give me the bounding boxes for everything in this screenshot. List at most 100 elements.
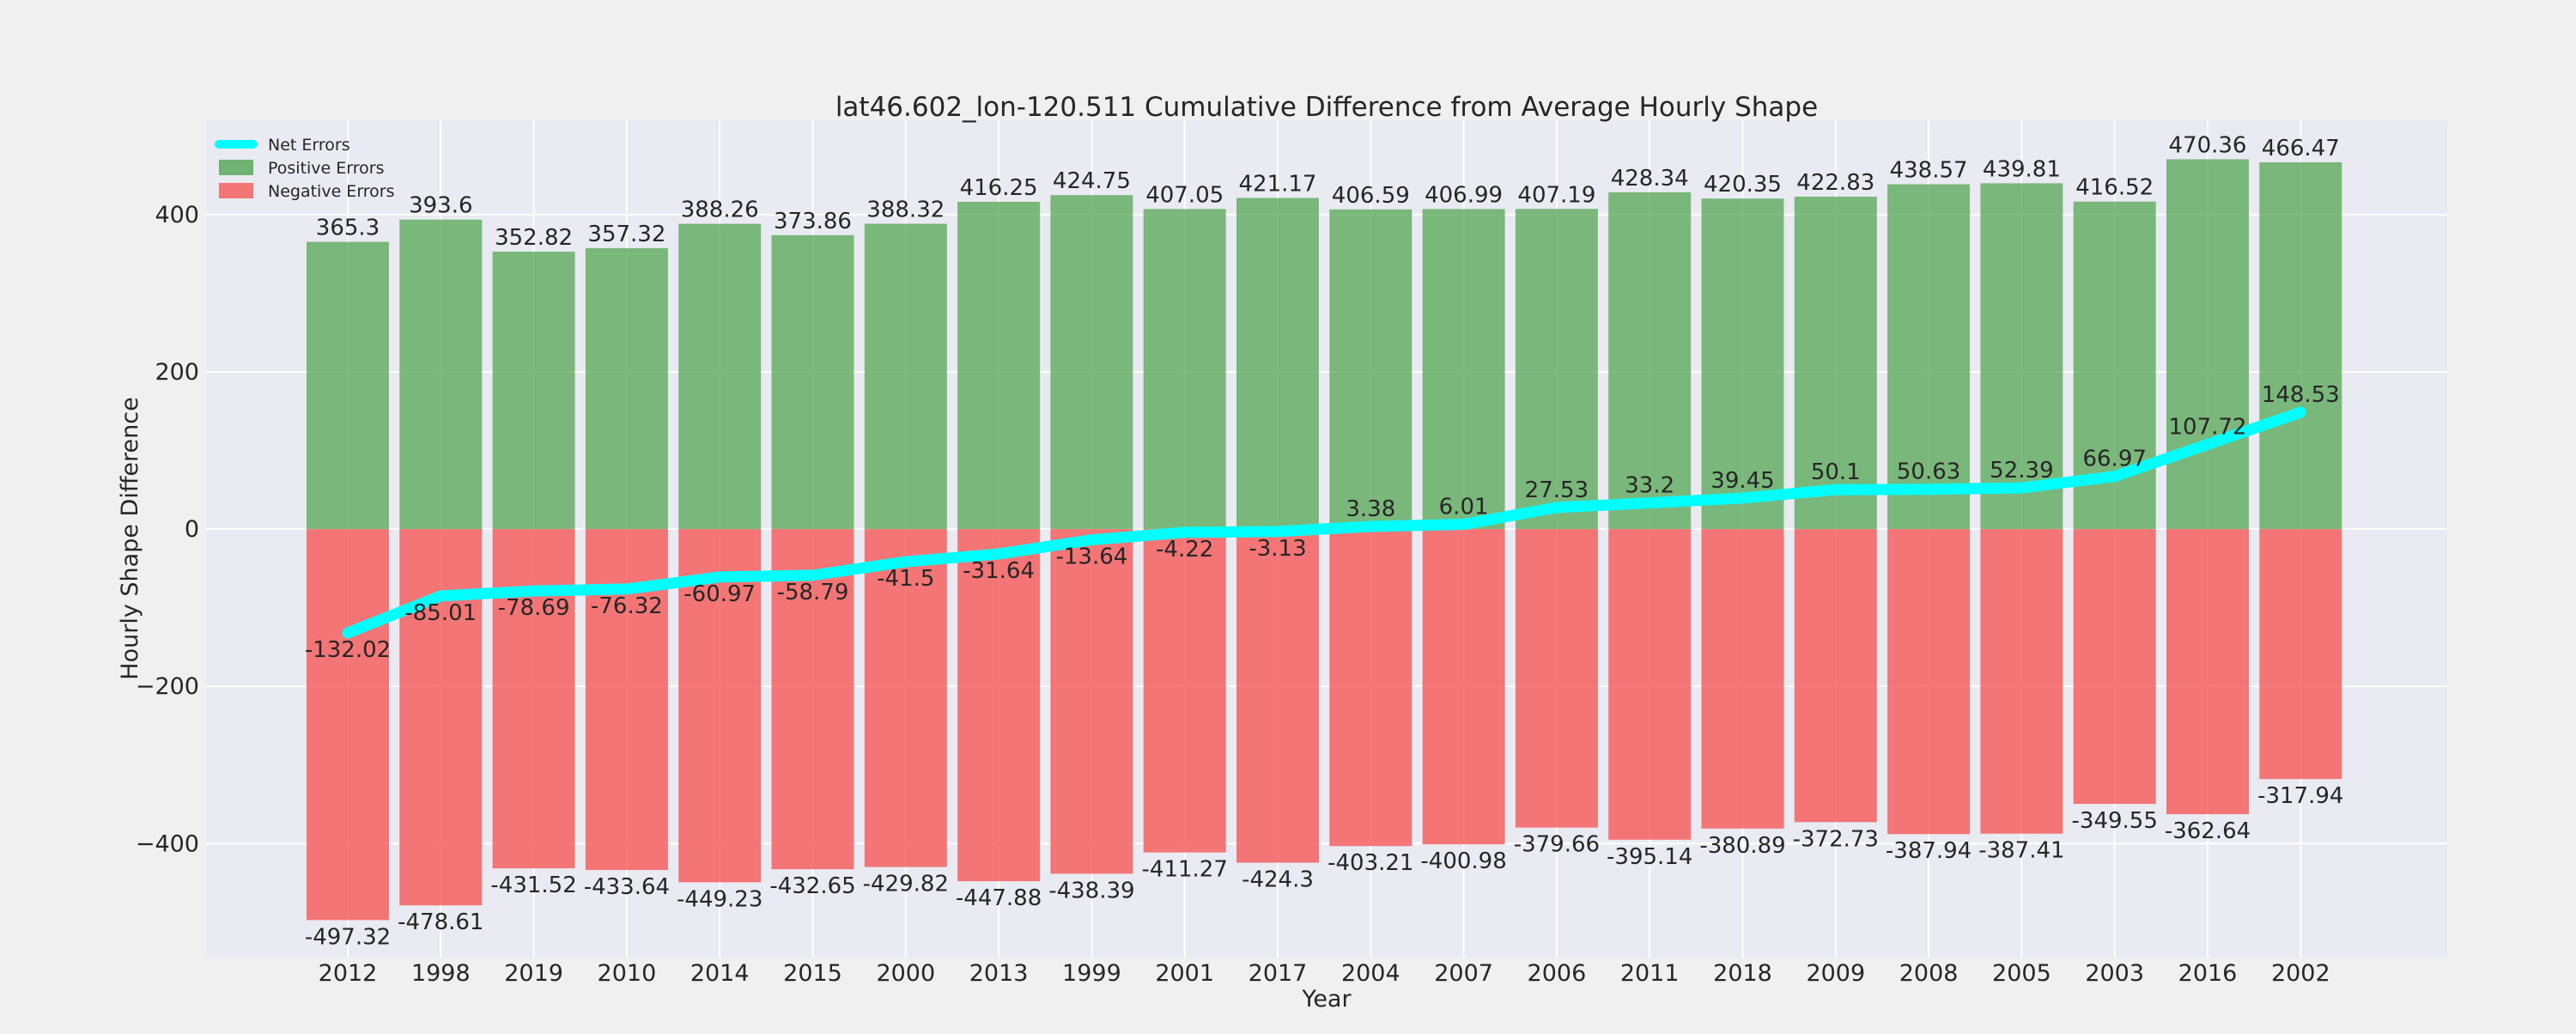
positive-value-label: 352.82: [495, 225, 573, 251]
positive-error-bar: [771, 234, 854, 530]
negative-value-label: -497.32: [305, 924, 391, 950]
positive-value-label: 393.6: [409, 193, 472, 219]
negative-value-label: -349.55: [2072, 808, 2158, 834]
x-tick-label: 1998: [411, 960, 471, 987]
positive-error-bar: [399, 219, 483, 530]
legend-label: Positive Errors: [268, 159, 385, 178]
data-labels-layer: 365.3 393.6 352.82 357.32 388.26 373.86 388.32…: [305, 132, 2344, 950]
y-axis-label: Hourly Shape Difference: [117, 397, 143, 679]
negative-error-bar: [2073, 529, 2156, 805]
negative-value-label: -438.39: [1048, 878, 1134, 903]
negative-error-bar: [1050, 529, 1133, 874]
negative-error-bar: [864, 529, 947, 867]
x-tick-label: 2012: [319, 960, 378, 987]
net-value-label: -31.64: [963, 558, 1035, 584]
negative-value-label: -429.82: [863, 872, 949, 897]
y-tick-label: 200: [155, 359, 199, 386]
net-value-label: 27.53: [1525, 477, 1589, 503]
axes-layer: −400 −200 0 200 400 2012 1998 2019 2010 2014 2015 2…: [136, 202, 2330, 987]
positive-error-bar: [2166, 159, 2249, 530]
negative-error-bar: [2166, 529, 2249, 815]
positive-value-label: 421.17: [1239, 171, 1317, 197]
legend: Net Errors Positive Errors Negative Errors: [215, 136, 395, 201]
chart-title: lat46.602_lon-120.511 Cumulative Differe…: [835, 92, 1818, 123]
positive-error-bar: [864, 223, 947, 530]
x-tick-label: 2010: [598, 960, 657, 987]
x-tick-label: 2003: [2085, 960, 2144, 987]
net-value-label: 39.45: [1710, 468, 1774, 494]
positive-error-bar: [1887, 184, 1971, 530]
net-value-label: -60.97: [683, 581, 756, 607]
positive-value-label: 407.19: [1517, 182, 1595, 208]
net-value-label: 148.53: [2262, 382, 2340, 408]
positive-value-label: 373.86: [774, 209, 852, 234]
positive-value-label: 388.32: [866, 198, 945, 223]
positive-error-bar: [1701, 198, 1784, 530]
negative-error-bar: [1794, 529, 1877, 823]
positive-error-bar: [678, 223, 762, 530]
x-tick-label: 2015: [783, 960, 842, 987]
x-tick-label: 2018: [1713, 960, 1772, 987]
positive-value-label: 406.59: [1332, 183, 1410, 209]
net-value-label: -76.32: [591, 593, 663, 619]
x-tick-label: 2004: [1341, 960, 1400, 987]
positive-value-label: 416.52: [2075, 175, 2154, 201]
negative-error-bar: [1701, 529, 1784, 829]
negative-error-bar: [1422, 529, 1505, 845]
positive-error-bar: [307, 241, 389, 530]
negative-error-bar: [1143, 529, 1226, 853]
negative-value-label: -424.3: [1242, 867, 1314, 893]
positive-value-label: 388.26: [681, 198, 759, 223]
x-tick-label: 2019: [504, 960, 563, 987]
net-value-label: -58.79: [777, 580, 849, 605]
net-value-label: 107.72: [2169, 414, 2247, 440]
x-tick-label: 2016: [2178, 960, 2238, 987]
positive-value-label: 424.75: [1053, 168, 1131, 194]
x-tick-label: 2006: [1528, 960, 1587, 987]
negative-error-bar: [1515, 529, 1598, 828]
y-tick-label: −200: [136, 673, 199, 700]
x-tick-label: 2007: [1434, 960, 1493, 987]
negative-value-label: -478.61: [398, 909, 483, 935]
negative-value-label: -411.27: [1142, 857, 1228, 883]
negative-value-label: -379.66: [1514, 832, 1600, 858]
positive-value-label: 365.3: [316, 216, 380, 241]
net-value-label: 33.2: [1625, 473, 1674, 499]
positive-error-bar: [585, 247, 668, 530]
net-value-label: -4.22: [1156, 537, 1213, 563]
negative-error-bar: [399, 529, 483, 906]
legend-swatch-positive-errors: [219, 160, 253, 175]
positive-value-label: 406.99: [1425, 182, 1503, 208]
negative-error-bar: [492, 529, 575, 869]
positive-error-bar: [2259, 162, 2342, 530]
negative-error-bar: [1236, 529, 1319, 863]
negative-value-label: -447.88: [956, 885, 1042, 911]
net-value-label: -85.01: [404, 600, 477, 626]
net-value-label: -41.5: [877, 566, 934, 592]
x-tick-label: 1999: [1062, 960, 1121, 987]
x-tick-label: 2000: [876, 960, 935, 987]
x-tick-label: 2008: [1899, 960, 1959, 987]
net-value-label: -13.64: [1055, 544, 1127, 570]
positive-error-bar: [1794, 196, 1877, 530]
net-value-label: -3.13: [1249, 536, 1306, 562]
net-value-label: 50.1: [1811, 459, 1861, 485]
positive-error-bar: [1422, 209, 1505, 530]
negative-value-label: -387.41: [1978, 838, 2064, 864]
line-layer: [342, 406, 2306, 639]
legend-label: Negative Errors: [268, 182, 395, 201]
net-value-label: 66.97: [2082, 447, 2146, 472]
negative-value-label: -449.23: [677, 886, 762, 912]
legend-swatch-negative-errors: [219, 183, 253, 198]
positive-error-bar: [1329, 209, 1413, 530]
negative-error-bar: [307, 529, 389, 921]
positive-value-label: 357.32: [587, 222, 665, 247]
y-tick-label: 400: [155, 202, 199, 228]
positive-error-bar: [1236, 198, 1319, 530]
negative-error-bar: [771, 529, 854, 870]
negative-value-label: -380.89: [1699, 833, 1785, 859]
positive-value-label: 439.81: [1983, 156, 2061, 182]
positive-value-label: 416.25: [960, 175, 1038, 201]
x-axis-label: Year: [1301, 986, 1352, 1013]
